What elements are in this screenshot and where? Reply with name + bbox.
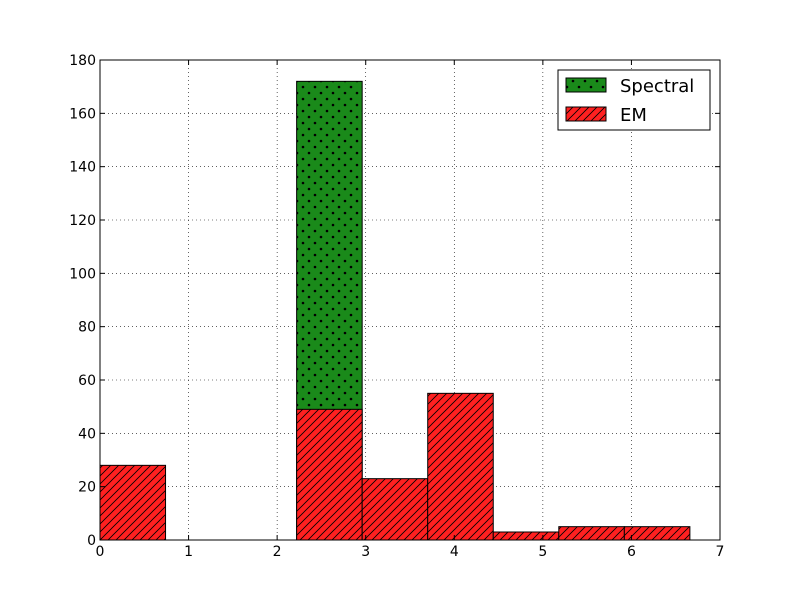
bar-em	[99, 464, 167, 541]
y-tick-label: 80	[78, 320, 96, 336]
x-tick-label: 2	[273, 544, 282, 560]
bar-em	[623, 526, 691, 541]
y-tick-label: 0	[87, 533, 96, 549]
legend-label-em: EM	[620, 105, 647, 126]
y-tick-label: 180	[69, 53, 96, 69]
plot-frame	[99, 59, 721, 541]
bar-em	[296, 408, 363, 541]
plot-background	[100, 60, 720, 540]
bar-em	[558, 526, 625, 541]
y-tick-label: 20	[78, 480, 96, 496]
x-tick-label: 6	[627, 544, 636, 560]
x-tick-label: 1	[184, 544, 193, 560]
y-tick-label: 60	[78, 373, 96, 389]
legend-swatch-em	[565, 106, 607, 122]
axis-ticks: 0 1 2 3 4 5 6 7 0 20 40 60 80 100 120 140 160 180	[69, 53, 724, 560]
y-tick-label: 40	[78, 426, 96, 442]
legend: Spectral EM	[557, 69, 711, 131]
y-tick-label: 120	[69, 213, 96, 229]
x-tick-label: 0	[96, 544, 105, 560]
y-tick-label: 140	[69, 160, 96, 176]
x-tick-label: 4	[450, 544, 459, 560]
x-tick-label: 3	[361, 544, 370, 560]
y-tick-label: 160	[69, 106, 96, 122]
legend-label-spectral: Spectral	[620, 76, 694, 97]
x-tick-label: 7	[716, 544, 725, 560]
bar-em	[361, 478, 429, 541]
bar-em	[492, 531, 560, 541]
y-tick-label: 100	[69, 266, 96, 282]
legend-swatch-spectral	[565, 77, 607, 93]
bars	[99, 80, 691, 541]
bar-em	[427, 392, 494, 541]
x-tick-label: 5	[538, 544, 547, 560]
